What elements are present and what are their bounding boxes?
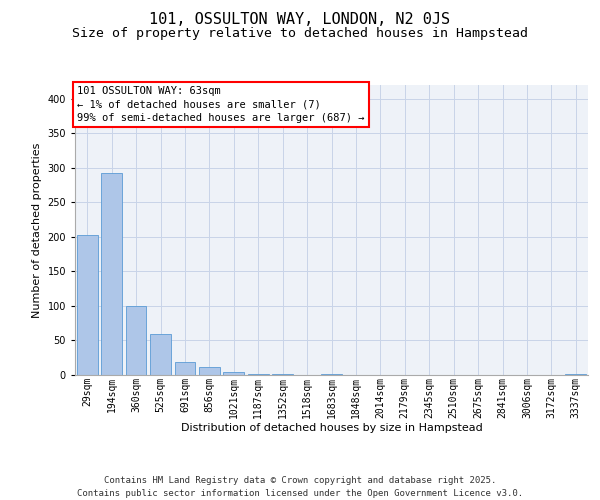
Bar: [321, 374, 342, 375]
Bar: [199, 366, 220, 375]
Bar: [223, 372, 244, 375]
Text: Contains HM Land Registry data © Crown copyright and database right 2025.
Contai: Contains HM Land Registry data © Crown c…: [77, 476, 523, 498]
X-axis label: Distribution of detached houses by size in Hampstead: Distribution of detached houses by size …: [181, 423, 482, 433]
Bar: [565, 374, 586, 375]
Bar: [77, 235, 98, 375]
Y-axis label: Number of detached properties: Number of detached properties: [32, 142, 42, 318]
Text: 101, OSSULTON WAY, LONDON, N2 0JS: 101, OSSULTON WAY, LONDON, N2 0JS: [149, 12, 451, 28]
Bar: [101, 172, 122, 375]
Bar: [125, 306, 146, 375]
Bar: [175, 362, 196, 375]
Bar: [272, 374, 293, 375]
Bar: [248, 374, 269, 375]
Text: 101 OSSULTON WAY: 63sqm
← 1% of detached houses are smaller (7)
99% of semi-deta: 101 OSSULTON WAY: 63sqm ← 1% of detached…: [77, 86, 365, 123]
Bar: [150, 334, 171, 375]
Text: Size of property relative to detached houses in Hampstead: Size of property relative to detached ho…: [72, 28, 528, 40]
